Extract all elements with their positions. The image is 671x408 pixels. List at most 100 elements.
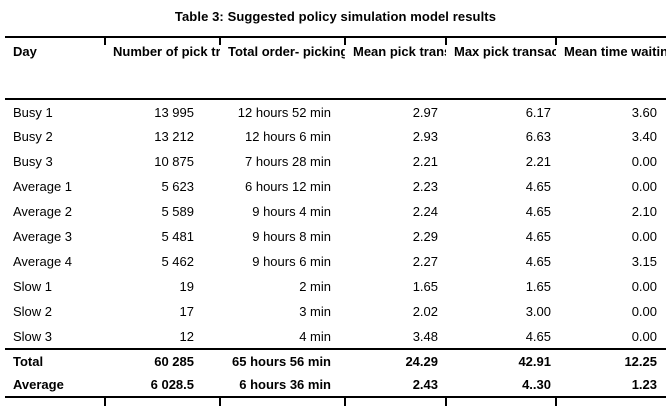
cell-mean-pick-time: 2.27 bbox=[412, 254, 438, 269]
cell-day: Slow 3 bbox=[13, 328, 53, 344]
cell-mean-pick-time: 2.97 bbox=[412, 104, 438, 120]
cell-forklift-wait: 1.23 bbox=[556, 373, 666, 398]
column-divider-tick bbox=[445, 36, 447, 45]
cell-day: Slow 1 bbox=[13, 279, 53, 294]
cell-mean-pick-time: 2.23 bbox=[412, 179, 438, 194]
cell-num-transactions: 13 212 bbox=[154, 129, 194, 144]
cell-max-pick-time: 3.00 bbox=[525, 304, 551, 319]
table-row-average-4: Average 4 5 462 9 hours 6 min 2.27 4.65 … bbox=[5, 249, 666, 274]
table-row-busy-1: Busy 1 13 995 12 hours 52 min 2.97 6.17 … bbox=[5, 99, 666, 124]
cell-num-transactions: 17 bbox=[179, 304, 194, 319]
cell-forklift-wait: 0.00 bbox=[631, 229, 657, 244]
cell-num-transactions: 5 462 bbox=[161, 254, 194, 269]
cell-max-pick-time: 4..30 bbox=[446, 373, 556, 398]
cell-num-transactions: 6 028.5 bbox=[105, 373, 220, 398]
cell-num-transactions: 5 623 bbox=[161, 179, 194, 194]
cell-day: Average 1 bbox=[13, 179, 73, 194]
table-row-busy-3: Busy 3 10 875 7 hours 28 min 2.21 2.21 0… bbox=[5, 149, 666, 174]
cell-mean-pick-time: 2.43 bbox=[345, 373, 446, 398]
cell-mean-pick-time: 2.29 bbox=[412, 229, 438, 244]
cell-forklift-wait: 3.60 bbox=[631, 104, 657, 120]
cell-max-pick-time: 4.65 bbox=[525, 254, 551, 269]
column-header-mean-pick-time: Mean pick transaction time (min) bbox=[345, 36, 446, 100]
cell-day: Average 3 bbox=[13, 229, 73, 244]
table-row-average-3: Average 3 5 481 9 hours 8 min 2.29 4.65 … bbox=[5, 224, 666, 249]
column-header-day: Day bbox=[5, 36, 105, 100]
cell-day: Busy 2 bbox=[13, 129, 53, 144]
cell-day: Total bbox=[5, 348, 105, 373]
header-row: Day Number of pick transactions Total or… bbox=[5, 36, 666, 100]
cell-max-pick-time: 4.65 bbox=[525, 204, 551, 219]
column-header-num-transactions: Number of pick transactions bbox=[105, 36, 220, 100]
cell-max-pick-time: 42.91 bbox=[446, 348, 556, 373]
column-divider-tick bbox=[445, 398, 447, 406]
cell-total-time: 12 hours 6 min bbox=[245, 129, 331, 144]
table-row-slow-3: Slow 3 12 4 min 3.48 4.65 0.00 bbox=[5, 324, 666, 349]
column-header-total-time: Total order- picking time bbox=[220, 36, 345, 100]
table-row-slow-1: Slow 1 19 2 min 1.65 1.65 0.00 bbox=[5, 274, 666, 299]
column-divider-tick bbox=[555, 398, 557, 406]
cell-day: Busy 1 bbox=[13, 104, 53, 120]
cell-num-transactions: 60 285 bbox=[105, 348, 220, 373]
cell-forklift-wait: 3.40 bbox=[631, 129, 657, 144]
cell-num-transactions: 10 875 bbox=[154, 154, 194, 169]
cell-mean-pick-time: 3.48 bbox=[412, 328, 438, 344]
cell-num-transactions: 5 589 bbox=[161, 204, 194, 219]
cell-max-pick-time: 4.65 bbox=[525, 229, 551, 244]
column-header-max-pick-time: Max pick transaction time (min) bbox=[446, 36, 556, 100]
results-table: Day Number of pick transactions Total or… bbox=[5, 36, 666, 398]
cell-day: Busy 3 bbox=[13, 154, 53, 169]
cell-max-pick-time: 2.21 bbox=[525, 154, 551, 169]
cell-forklift-wait: 12.25 bbox=[556, 348, 666, 373]
cell-total-time: 4 min bbox=[299, 328, 331, 344]
cell-forklift-wait: 3.15 bbox=[631, 254, 657, 269]
column-divider-tick bbox=[555, 36, 557, 45]
cell-day: Average 2 bbox=[13, 204, 73, 219]
cell-max-pick-time: 4.65 bbox=[525, 328, 551, 344]
table-row-average-2: Average 2 5 589 9 hours 4 min 2.24 4.65 … bbox=[5, 199, 666, 224]
cell-total-time: 3 min bbox=[299, 304, 331, 319]
column-divider-tick bbox=[219, 398, 221, 406]
cell-total-time: 7 hours 28 min bbox=[245, 154, 331, 169]
cell-max-pick-time: 4.65 bbox=[525, 179, 551, 194]
cell-mean-pick-time: 2.02 bbox=[412, 304, 438, 319]
column-divider-tick bbox=[104, 36, 106, 45]
cell-num-transactions: 19 bbox=[179, 279, 194, 294]
cell-num-transactions: 13 995 bbox=[154, 104, 194, 120]
cell-max-pick-time: 1.65 bbox=[525, 279, 551, 294]
cell-num-transactions: 12 bbox=[179, 328, 194, 344]
cell-day: Slow 2 bbox=[13, 304, 53, 319]
column-header-forklift-wait: Mean time waiting for a forklift (min) bbox=[556, 36, 666, 100]
cell-forklift-wait: 0.00 bbox=[631, 179, 657, 194]
cell-total-time: 9 hours 6 min bbox=[252, 254, 331, 269]
cell-total-time: 65 hours 56 min bbox=[220, 348, 345, 373]
cell-day: Average 4 bbox=[13, 254, 73, 269]
cell-mean-pick-time: 1.65 bbox=[412, 279, 438, 294]
cell-mean-pick-time: 2.24 bbox=[412, 204, 438, 219]
cell-forklift-wait: 0.00 bbox=[631, 279, 657, 294]
cell-total-time: 6 hours 12 min bbox=[245, 179, 331, 194]
table-caption: Table 3: Suggested policy simulation mod… bbox=[174, 9, 497, 24]
table-row-average-summary: Average 6 028.5 6 hours 36 min 2.43 4..3… bbox=[5, 373, 666, 398]
cell-forklift-wait: 0.00 bbox=[631, 154, 657, 169]
cell-mean-pick-time: 2.93 bbox=[412, 129, 438, 144]
cell-forklift-wait: 2.10 bbox=[631, 204, 657, 219]
cell-max-pick-time: 6.63 bbox=[525, 129, 551, 144]
column-divider-tick bbox=[104, 398, 106, 406]
cell-mean-pick-time: 24.29 bbox=[345, 348, 446, 373]
table-row-total: Total 60 285 65 hours 56 min 24.29 42.91… bbox=[5, 348, 666, 373]
column-divider-tick bbox=[344, 36, 346, 45]
cell-forklift-wait: 0.00 bbox=[631, 304, 657, 319]
cell-forklift-wait: 0.00 bbox=[631, 328, 657, 344]
table-row-slow-2: Slow 2 17 3 min 2.02 3.00 0.00 bbox=[5, 299, 666, 324]
cell-num-transactions: 5 481 bbox=[161, 229, 194, 244]
column-divider-tick bbox=[344, 398, 346, 406]
cell-day: Average bbox=[5, 373, 105, 398]
cell-max-pick-time: 6.17 bbox=[525, 104, 551, 120]
cell-total-time: 9 hours 4 min bbox=[252, 204, 331, 219]
table-row-average-1: Average 1 5 623 6 hours 12 min 2.23 4.65… bbox=[5, 174, 666, 199]
table-row-busy-2: Busy 2 13 212 12 hours 6 min 2.93 6.63 3… bbox=[5, 124, 666, 149]
cell-total-time: 6 hours 36 min bbox=[220, 373, 345, 398]
cell-total-time: 2 min bbox=[299, 279, 331, 294]
